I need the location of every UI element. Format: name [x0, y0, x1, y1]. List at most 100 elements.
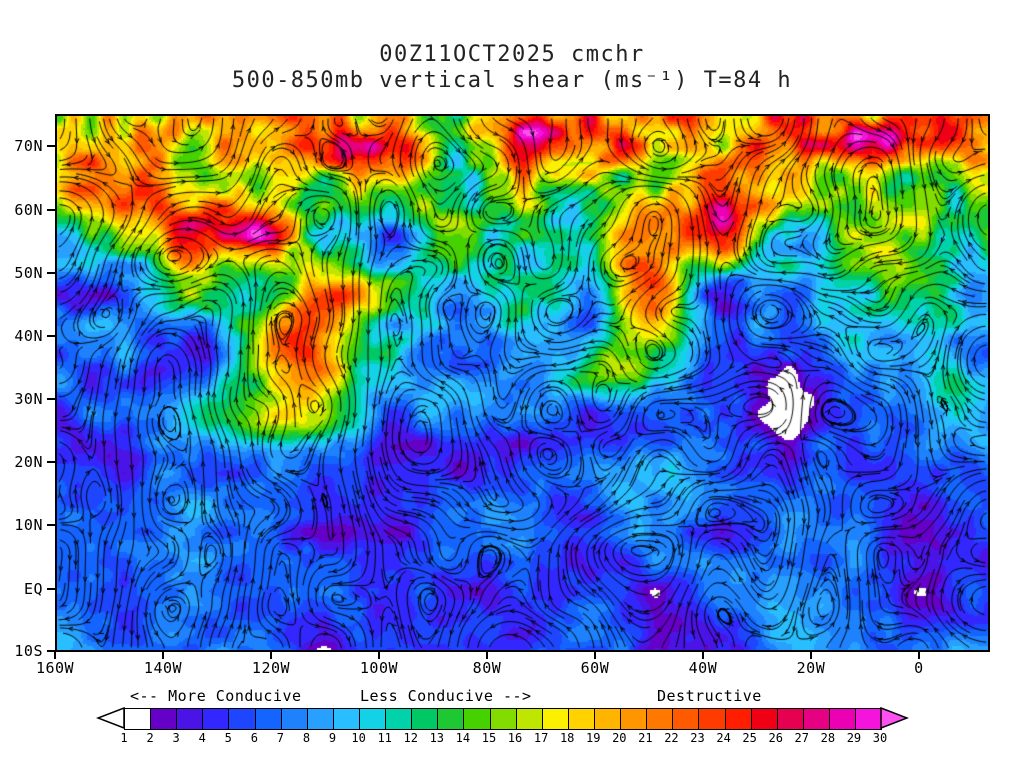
- y-tick-mark: [47, 145, 55, 148]
- colorbar-tick-label: 19: [586, 731, 601, 745]
- colorbar-cell: [307, 709, 334, 729]
- x-tick-mark: [377, 652, 380, 659]
- colorbar-cell: [177, 709, 204, 729]
- colorbar-cell: [412, 709, 439, 729]
- colorbar-tick-label: 12: [403, 731, 418, 745]
- y-tick-label: 10N: [14, 516, 43, 535]
- y-tick-label: 10S: [14, 642, 43, 661]
- colorbar-tick-label: 20: [612, 731, 627, 745]
- colorbar-tick-label: 10: [351, 731, 366, 745]
- y-tick-label: 20N: [14, 453, 43, 472]
- y-tick-mark: [47, 461, 55, 464]
- colorbar-tick-label: 6: [250, 731, 258, 745]
- colorbar-label-less-conducive: Less Conducive -->: [360, 687, 532, 705]
- y-tick-label: 60N: [14, 200, 43, 219]
- colorbar-tick-label: 22: [664, 731, 679, 745]
- colorbar-cell: [829, 709, 857, 729]
- colorbar-tick-label: 1: [120, 731, 128, 745]
- colorbar-cell: [621, 709, 648, 729]
- colorbar-cell: [803, 709, 830, 729]
- colorbar-tick-label: 18: [559, 731, 575, 745]
- x-tick-label: 0: [914, 659, 924, 677]
- colorbar-cell: [333, 709, 360, 729]
- colorbar-tick-label: 21: [638, 731, 653, 745]
- chart-title: 00Z11OCT2025 cmchr: [379, 42, 645, 67]
- colorbar-cell: [359, 709, 387, 729]
- colorbar-cell: [542, 709, 569, 729]
- colorbar-cell: [438, 709, 465, 729]
- shear-streamline-canvas: [57, 116, 988, 650]
- colorbar-tick-label: 30: [872, 731, 888, 745]
- x-tick-mark: [593, 652, 596, 659]
- x-tick-label: 140W: [143, 659, 183, 677]
- colorbar-tick-label: 11: [377, 731, 392, 745]
- y-tick-mark: [47, 398, 55, 401]
- x-tick-mark: [161, 652, 164, 659]
- colorbar-cell: [281, 709, 308, 729]
- y-tick-label: EQ: [23, 579, 43, 598]
- colorbar-tick-label: 14: [455, 731, 471, 745]
- colorbar-cell: [751, 709, 778, 729]
- colorbar-cell: [777, 709, 804, 729]
- colorbar-cell: [490, 709, 517, 729]
- y-tick-mark: [47, 208, 55, 211]
- x-tick-label: 100W: [359, 659, 399, 677]
- colorbar-label-more-conducive: <-- More Conducive: [130, 687, 302, 705]
- colorbar-tick-labels: 1 2 3 4 5 6 7 8 9 10 11 12 13 14 15 16 17 18 19 20 21 22 23 24 2…: [120, 731, 904, 747]
- y-tick-label: 70N: [14, 137, 43, 156]
- x-tick-mark: [54, 652, 56, 659]
- x-tick-label: 120W: [251, 659, 291, 677]
- colorbar-cell: [647, 709, 674, 729]
- colorbar-cell: [725, 709, 752, 729]
- colorbar-tick-label: 7: [276, 731, 285, 745]
- colorbar-tick-label: 26: [768, 731, 783, 745]
- colorbar: [124, 708, 882, 730]
- colorbar-tick-label: 4: [198, 731, 206, 745]
- colorbar-cell: [203, 709, 230, 729]
- x-tick-label: 60W: [580, 659, 610, 677]
- colorbar-cell: [673, 709, 700, 729]
- x-tick-label: 160W: [35, 659, 75, 677]
- colorbar-tick-label: 8: [302, 731, 311, 745]
- map-plot-area: [55, 114, 990, 652]
- colorbar-tick-label: 2: [146, 731, 154, 745]
- colorbar-cell: [464, 709, 491, 729]
- colorbar-cell: [856, 709, 882, 729]
- colorbar-tick-label: 5: [224, 731, 232, 745]
- colorbar-tick-label: 27: [794, 731, 809, 745]
- colorbar-tick-label: 13: [429, 731, 445, 745]
- colorbar-cell: [568, 709, 595, 729]
- colorbar-cell: [229, 709, 256, 729]
- colorbar-cell: [255, 709, 282, 729]
- colorbar-cell: [151, 709, 178, 729]
- y-tick-label: 30N: [14, 390, 43, 409]
- y-tick-mark: [47, 271, 55, 274]
- colorbar-tick-label: 23: [690, 731, 705, 745]
- x-tick-label: 40W: [688, 659, 718, 677]
- colorbar-tick-label: 28: [820, 731, 836, 745]
- colorbar-cell: [516, 709, 543, 729]
- colorbar-cell: [125, 709, 152, 729]
- y-tick-mark: [47, 524, 55, 527]
- colorbar-cell: [699, 709, 726, 729]
- colorbar-cell: [386, 709, 413, 729]
- colorbar-tick-label: 9: [328, 731, 337, 745]
- y-tick-label: 40N: [14, 326, 43, 345]
- colorbar-tick-label: 16: [507, 731, 523, 745]
- x-tick-mark: [485, 652, 488, 659]
- colorbar-over-arrow: [880, 707, 909, 729]
- y-tick-mark: [47, 334, 55, 337]
- colorbar-tick-label: 15: [481, 731, 497, 745]
- colorbar-label-destructive: Destructive: [657, 687, 762, 705]
- x-tick-mark: [917, 652, 920, 659]
- x-tick-label: 20W: [796, 659, 826, 677]
- colorbar-tick-label: 17: [533, 731, 549, 745]
- y-tick-label: 50N: [14, 263, 43, 282]
- colorbar-tick-label: 25: [742, 731, 757, 745]
- colorbar-under-arrow: [96, 707, 125, 729]
- y-tick-mark: [47, 587, 55, 590]
- x-tick-mark: [701, 652, 704, 659]
- y-tick-mark: [47, 650, 55, 653]
- colorbar-tick-label: 24: [716, 731, 731, 745]
